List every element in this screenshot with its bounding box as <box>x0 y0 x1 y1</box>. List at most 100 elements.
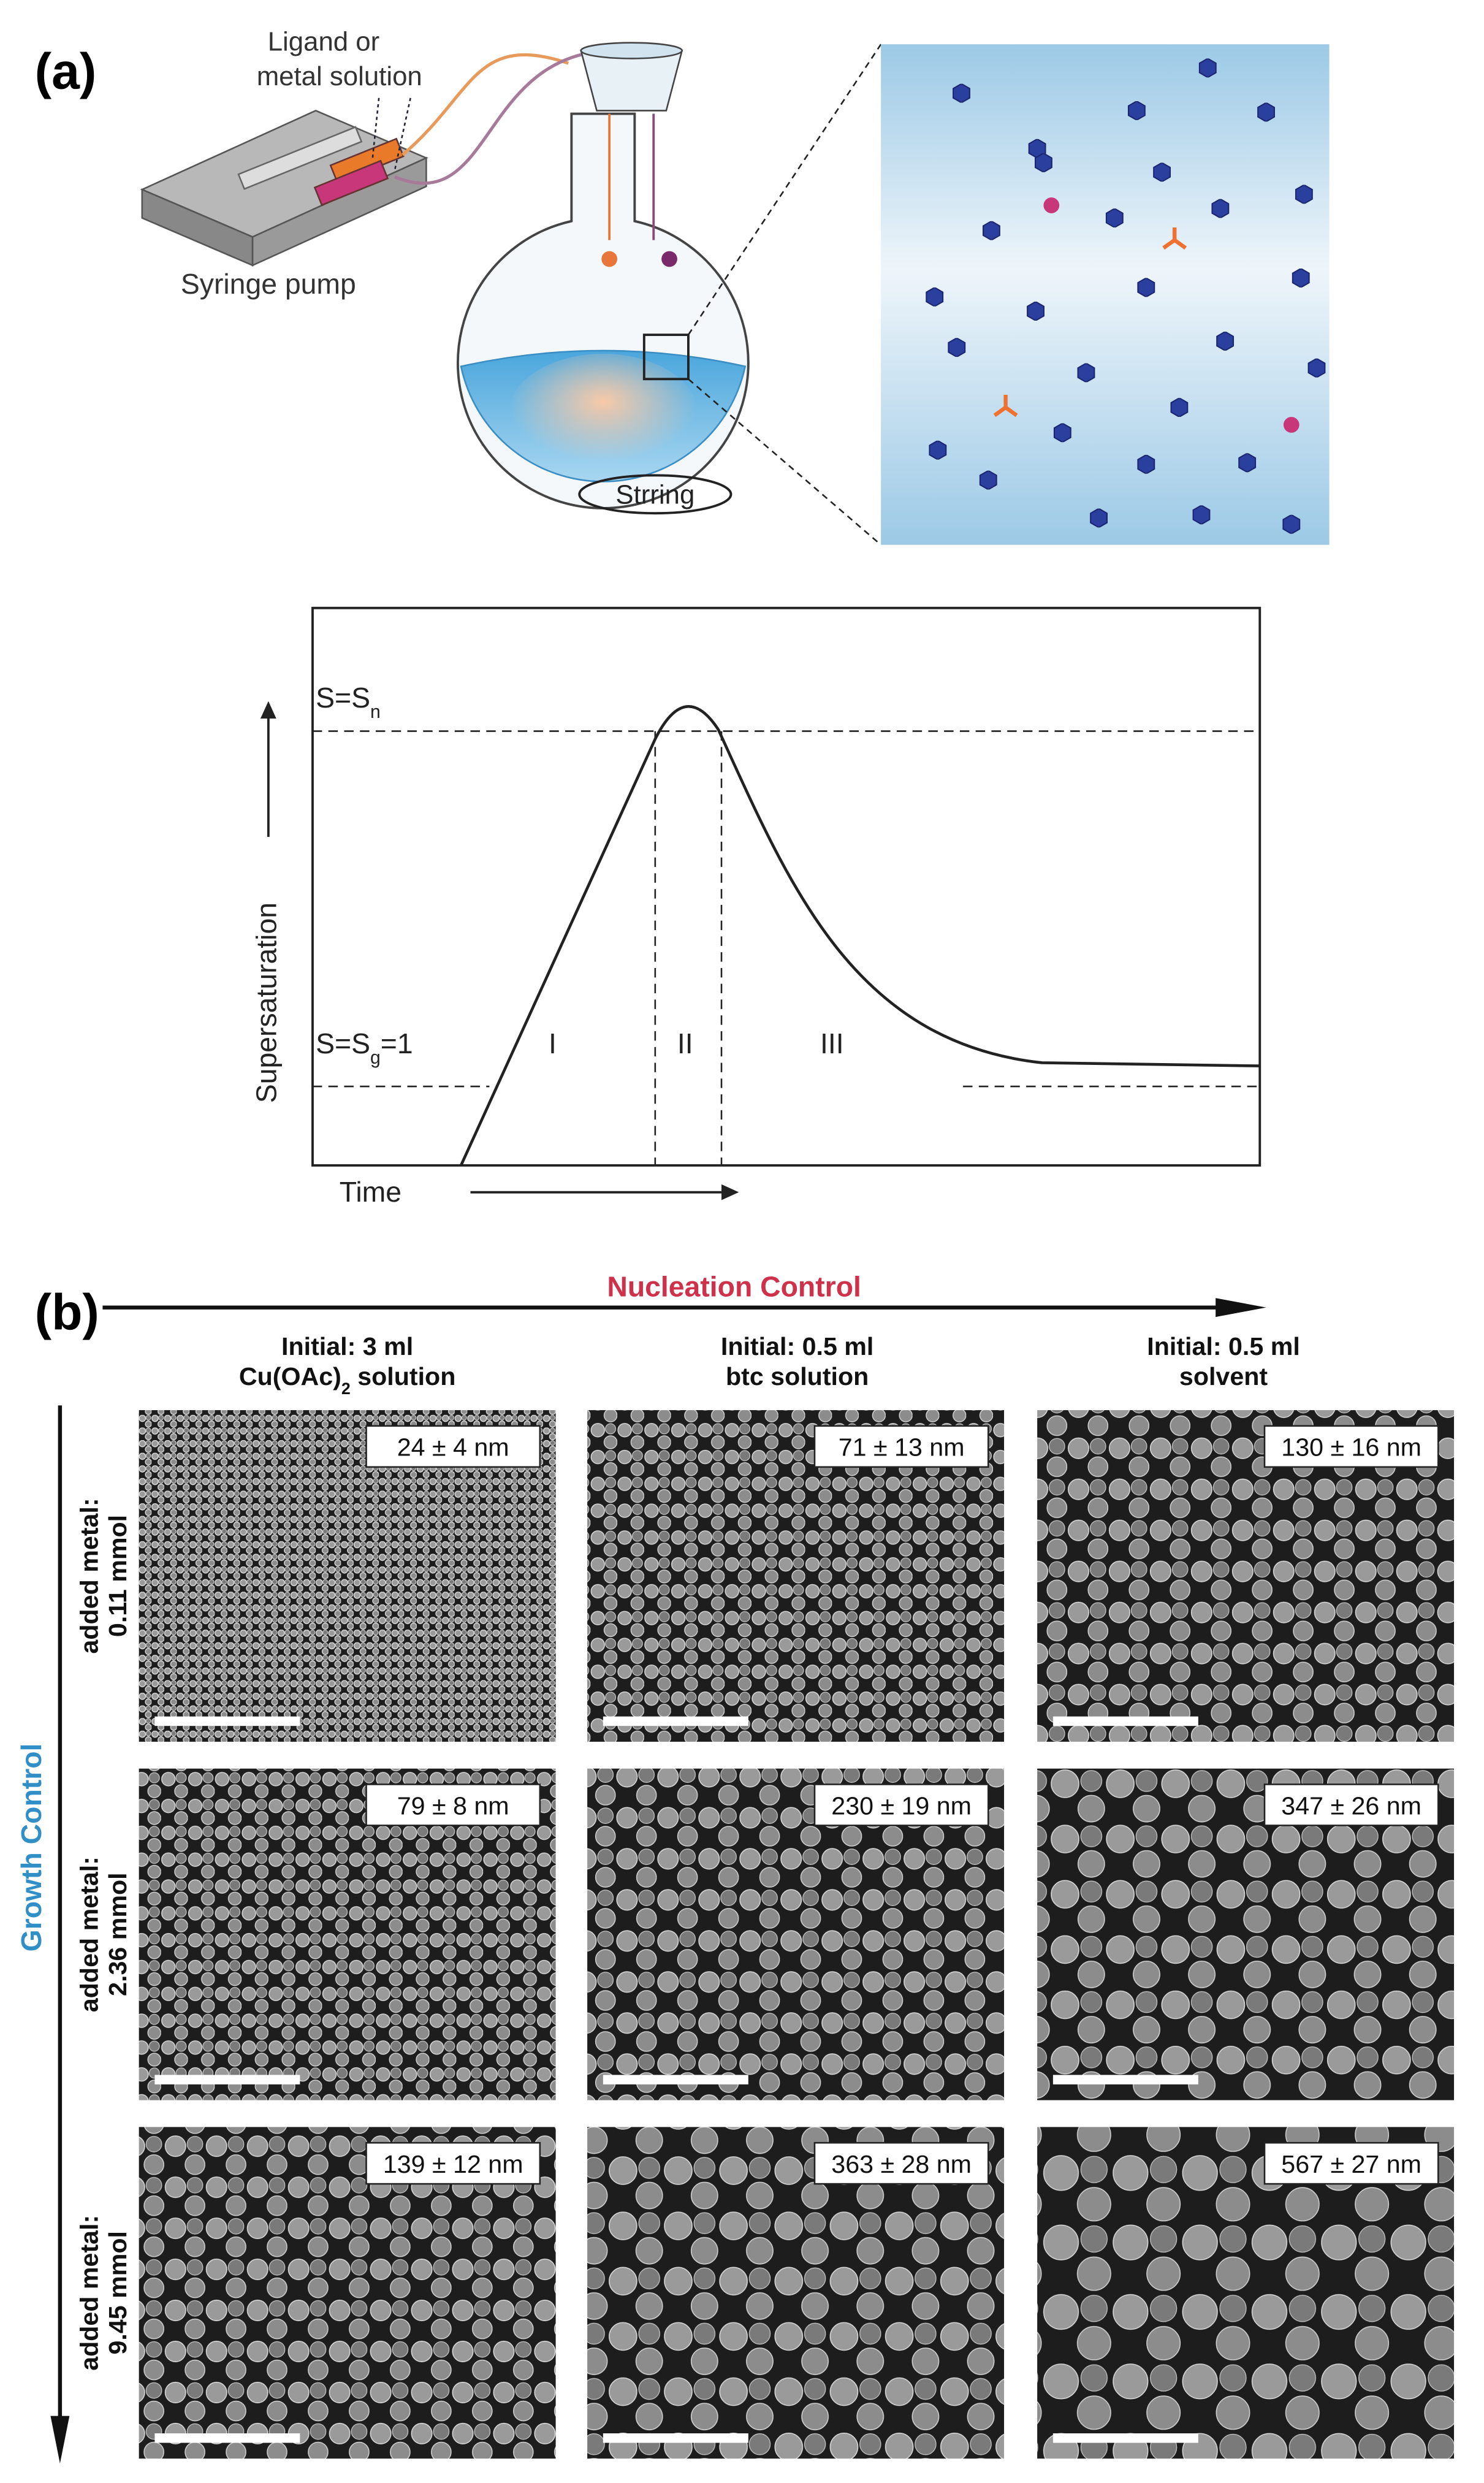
particle <box>1153 162 1171 182</box>
level-label: S=Sn <box>316 682 381 722</box>
particle <box>1216 331 1235 351</box>
scale-bar <box>1052 1716 1198 1726</box>
particle <box>1211 199 1230 218</box>
arrow-head <box>1216 1298 1266 1318</box>
size-box <box>813 1783 989 1826</box>
ion <box>1283 417 1299 433</box>
zoom-panel <box>881 44 1330 545</box>
text-part: S=S <box>316 1028 370 1059</box>
panel-label: (b) <box>35 1284 99 1341</box>
scale-bar <box>603 2075 748 2084</box>
particle <box>929 440 947 460</box>
subscript: g <box>370 1047 381 1067</box>
particle <box>1238 453 1257 473</box>
syringe-pump <box>140 109 428 267</box>
scale-bar <box>1052 2075 1198 2084</box>
particle <box>926 287 944 307</box>
size-box <box>1263 2142 1439 2185</box>
y-axis-label: Supersaturation <box>251 902 283 1103</box>
particle <box>1292 268 1310 288</box>
size-label: 567 ± 27 nm <box>1281 2150 1421 2178</box>
arrow-head <box>50 2416 70 2463</box>
pump-label: Syringe pump <box>181 268 356 300</box>
particle <box>1307 358 1326 378</box>
row-label: added metal: <box>75 1856 104 2012</box>
particle <box>1282 514 1301 534</box>
row-label: added metal: <box>75 1498 104 1653</box>
tube <box>401 53 569 156</box>
particle <box>1192 505 1211 525</box>
level-label: S=Sg=1 <box>316 1028 413 1067</box>
y-axis-title: Growth Control <box>15 1744 47 1952</box>
size-box <box>1263 1425 1439 1468</box>
column-header: Initial: 3 ml <box>281 1332 413 1360</box>
x-axis-label: Time <box>340 1176 401 1208</box>
scale-bar <box>603 2433 748 2443</box>
particle <box>1198 58 1217 78</box>
particle <box>983 221 1000 240</box>
subscript: n <box>370 701 381 722</box>
graph <box>260 606 1261 1200</box>
size-box <box>365 1425 541 1468</box>
size-box <box>365 2142 541 2185</box>
particle <box>979 470 997 490</box>
row-label: 2.36 mmol <box>104 1872 132 1996</box>
size-label: 71 ± 13 nm <box>839 1433 965 1462</box>
particle <box>1105 208 1124 227</box>
ligand <box>993 394 1018 418</box>
size-label: 139 ± 12 nm <box>383 2150 523 2178</box>
particle <box>1257 102 1275 122</box>
particle <box>948 338 966 357</box>
scale-bar <box>154 1716 300 1726</box>
size-box <box>813 2142 989 2185</box>
ligand <box>1162 227 1187 250</box>
size-label: 130 ± 16 nm <box>1281 1433 1421 1462</box>
column-header: Initial: 0.5 ml <box>721 1332 873 1360</box>
flask <box>456 42 882 546</box>
column-header: btc solution <box>726 1362 869 1390</box>
text-part: Cu(OAc) <box>239 1362 341 1390</box>
size-label: 79 ± 8 nm <box>397 1791 509 1820</box>
ion <box>1043 197 1060 213</box>
stage-label: II <box>677 1028 693 1059</box>
syringe-label: metal solution <box>257 61 422 91</box>
subscript: 2 <box>341 1379 351 1398</box>
particle <box>1127 101 1146 120</box>
scale-bar <box>1052 2433 1198 2443</box>
particle <box>1077 363 1095 383</box>
particle <box>1137 454 1155 474</box>
row-label: 9.45 mmol <box>104 2231 132 2354</box>
size-label: 24 ± 4 nm <box>397 1433 509 1462</box>
particle <box>1035 153 1052 172</box>
stage-label: I <box>549 1028 557 1059</box>
syringe-label: Ligand or <box>268 27 380 57</box>
particle <box>1170 398 1189 418</box>
stirring-label: Strring <box>615 480 694 510</box>
particle <box>953 83 970 103</box>
scale-bar <box>603 1716 748 1726</box>
text-part: btc solution <box>726 1362 869 1390</box>
particle <box>1053 423 1071 443</box>
text-part: =1 <box>381 1028 413 1059</box>
x-axis-title: Nucleation Control <box>607 1271 861 1303</box>
column-header: Initial: 0.5 ml <box>1147 1332 1299 1360</box>
size-box <box>365 1783 541 1826</box>
particle <box>1090 508 1108 528</box>
column-header: Cu(OAc)2 solution <box>239 1362 456 1398</box>
particle <box>1027 302 1045 321</box>
particle <box>1295 185 1313 204</box>
scale-bar <box>154 2433 300 2443</box>
particle <box>1137 278 1155 297</box>
size-box <box>813 1425 989 1468</box>
size-label: 363 ± 28 nm <box>831 2150 972 2178</box>
row-label: 0.11 mmol <box>104 1515 132 1637</box>
size-box <box>1263 1783 1439 1826</box>
text-part: S=S <box>316 682 370 714</box>
text-part: solution <box>351 1362 456 1390</box>
scale-bar <box>154 2075 300 2084</box>
size-label: 230 ± 19 nm <box>831 1791 972 1820</box>
size-label: 347 ± 26 nm <box>1281 1791 1421 1820</box>
stage-label: III <box>820 1028 844 1059</box>
